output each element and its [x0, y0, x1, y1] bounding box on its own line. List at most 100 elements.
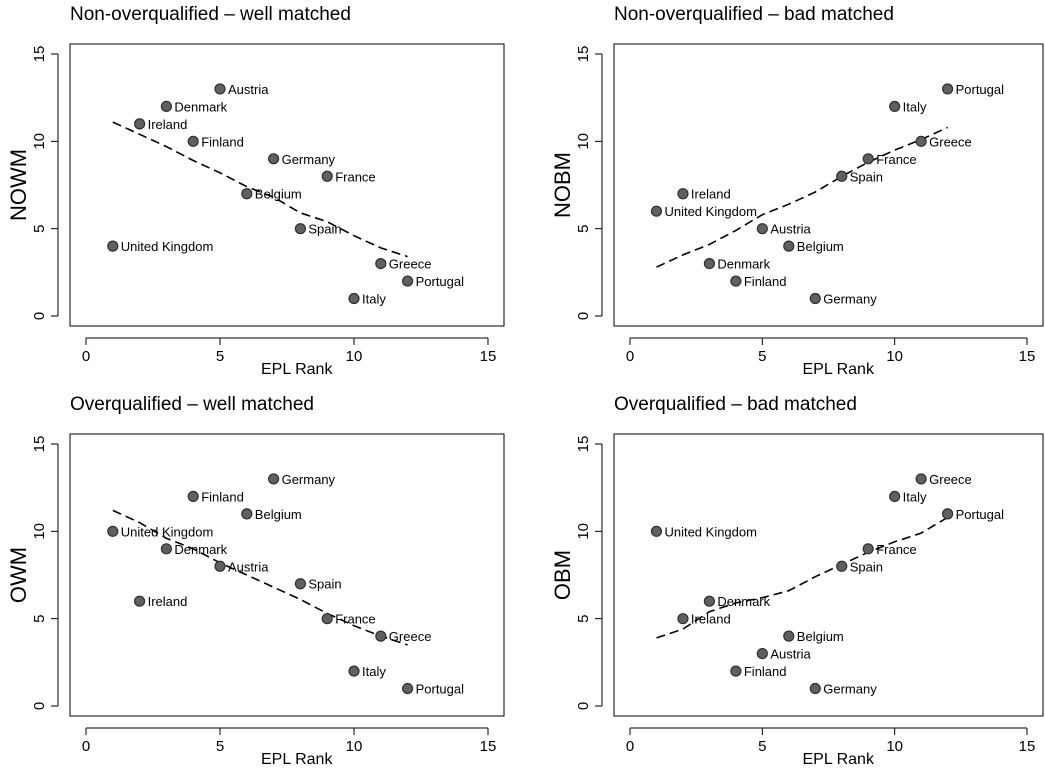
y-tick-label: 15	[31, 436, 48, 453]
point-label: Italy	[903, 489, 927, 504]
x-tick-label: 10	[886, 348, 903, 365]
data-point	[730, 665, 742, 677]
data-point	[402, 275, 414, 287]
plot-frame	[613, 43, 1044, 327]
point-label: Austria	[228, 559, 269, 574]
point-label: Spain	[850, 559, 883, 574]
point-label: Belgium	[255, 187, 302, 202]
data-point	[375, 258, 387, 270]
data-point	[134, 118, 146, 130]
point-label: Belgium	[255, 507, 302, 522]
plot-frame	[69, 43, 505, 327]
x-tick-label: 5	[758, 348, 766, 365]
y-tick-label: 10	[31, 523, 48, 540]
trend-line	[112, 509, 408, 646]
y-tick-label: 5	[31, 224, 48, 232]
data-point	[268, 473, 280, 485]
data-point	[107, 525, 119, 537]
x-tick-label: 15	[1019, 738, 1036, 755]
point-label: Italy	[362, 664, 386, 679]
data-point	[889, 100, 901, 113]
point-label: Denmark	[174, 99, 227, 114]
panel-title: Overqualified – well matched	[70, 394, 314, 415]
data-point	[241, 508, 253, 520]
point-label: United Kingdom	[121, 524, 214, 539]
data-point	[809, 682, 821, 695]
point-label: Denmark	[717, 257, 770, 272]
x-tick-label: 0	[626, 738, 634, 755]
trend-line	[656, 126, 948, 268]
y-axis-label: OBM	[550, 550, 575, 600]
trend-line	[112, 121, 408, 258]
data-point	[836, 560, 848, 572]
point-label: Ireland	[148, 117, 188, 132]
point-label: Greece	[389, 257, 432, 272]
data-point	[862, 153, 874, 165]
data-point	[321, 170, 333, 182]
y-tick-label: 5	[575, 614, 592, 622]
point-label: Germany	[823, 682, 877, 697]
y-axis-label: NOBM	[550, 152, 575, 218]
data-point	[941, 83, 954, 95]
data-point	[187, 135, 199, 147]
y-axis-label: NOWM	[6, 149, 31, 221]
data-point	[862, 543, 874, 555]
point-label: Greece	[929, 134, 972, 149]
point-label: Ireland	[148, 594, 188, 609]
data-point	[375, 630, 387, 642]
y-tick-label: 15	[575, 436, 592, 453]
data-point	[677, 188, 689, 200]
point-label: Germany	[823, 292, 877, 307]
point-label: United Kingdom	[664, 524, 757, 539]
data-point	[214, 560, 226, 572]
x-tick-label: 15	[1019, 348, 1036, 365]
data-point	[809, 292, 821, 305]
point-label: Austria	[770, 647, 811, 662]
x-tick-label: 15	[480, 348, 497, 365]
point-label: Germany	[282, 472, 336, 487]
point-label: Spain	[308, 222, 341, 237]
point-label: Ireland	[691, 612, 731, 627]
x-tick-label: 5	[216, 738, 224, 755]
point-label: Spain	[850, 169, 883, 184]
point-label: Greece	[389, 629, 432, 644]
panel-title: Non-overqualified – bad matched	[614, 4, 894, 25]
point-label: Portugal	[956, 507, 1005, 522]
data-point	[783, 240, 795, 252]
y-axis-label: OWM	[6, 547, 31, 603]
panel-title: Non-overqualified – well matched	[70, 4, 351, 25]
point-label: Spain	[308, 577, 341, 592]
point-label: United Kingdom	[664, 204, 757, 219]
data-point	[730, 275, 742, 287]
point-label: Portugal	[956, 82, 1005, 97]
point-label: France	[335, 169, 375, 184]
x-tick-label: 0	[82, 738, 90, 755]
data-point	[889, 490, 901, 502]
panel-3: Overqualified – well matched 0 5 10 15 EPL Ra…	[6, 394, 505, 768]
point-label: France	[335, 612, 375, 627]
data-point	[241, 188, 253, 200]
y-tick-label: 10	[575, 133, 592, 150]
data-point	[294, 578, 306, 590]
point-label: Denmark	[717, 594, 770, 609]
point-label: Ireland	[691, 187, 731, 202]
data-point	[756, 223, 768, 235]
plot-frame	[69, 433, 505, 717]
point-label: Austria	[228, 82, 269, 97]
x-tick-label: 10	[886, 738, 903, 755]
x-tick-label: 0	[626, 348, 634, 365]
x-axis-label: EPL Rank	[803, 751, 875, 768]
data-point	[915, 473, 927, 485]
point-label: Denmark	[174, 542, 227, 557]
data-point	[187, 490, 199, 502]
y-tick-label: 0	[575, 702, 592, 710]
plot-frame	[613, 433, 1044, 717]
y-tick-label: 5	[31, 614, 48, 622]
data-point	[348, 665, 360, 677]
y-tick-label: 15	[31, 46, 48, 63]
data-point	[160, 100, 172, 113]
data-point	[294, 223, 306, 235]
data-point	[941, 508, 954, 520]
trend-line	[656, 516, 949, 639]
